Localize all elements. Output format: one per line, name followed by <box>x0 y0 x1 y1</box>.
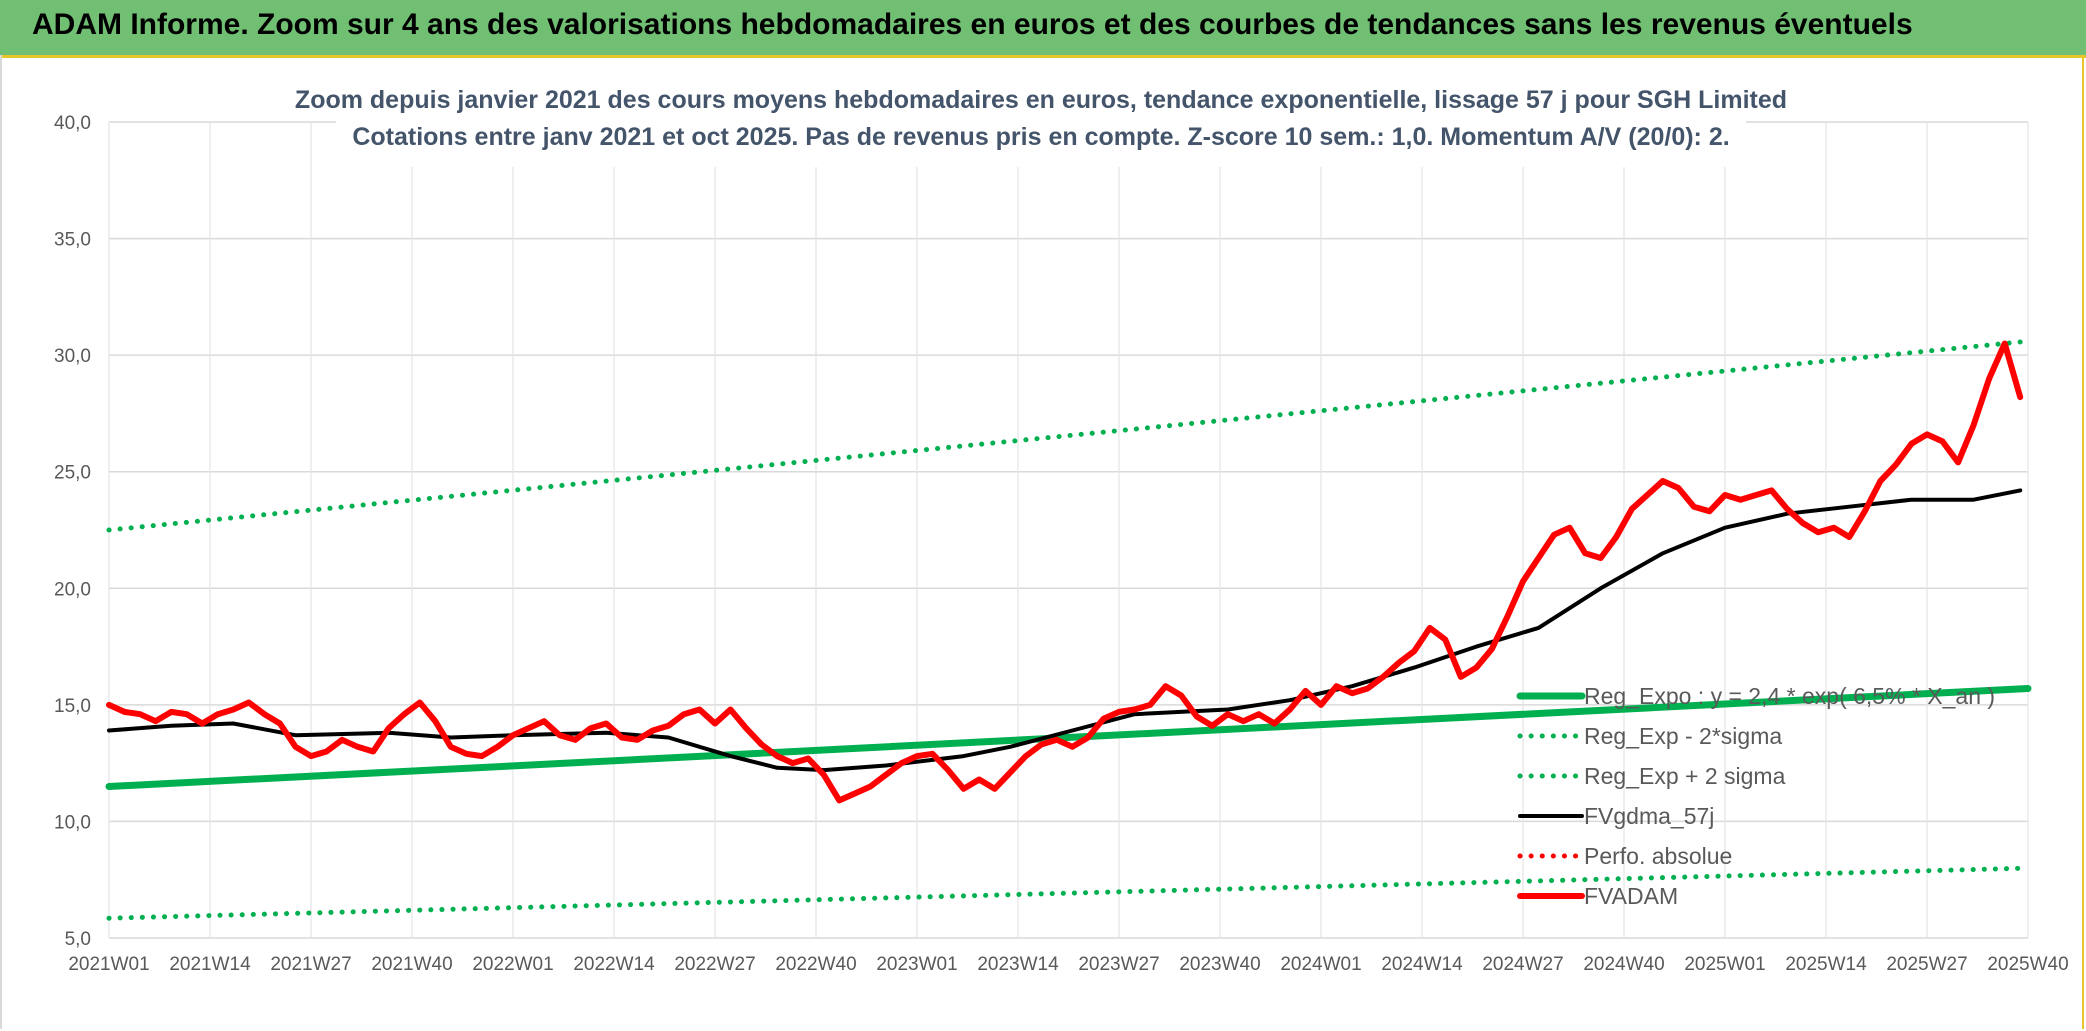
y-tick-label: 30,0 <box>54 346 91 367</box>
legend-label: Reg_Expo : y = 2,4 * exp( 6,5% * X_an ) <box>1584 683 1995 709</box>
x-tick-label: 2022W27 <box>674 954 755 975</box>
series-line-1 <box>106 865 2031 921</box>
x-tick-label: 2023W14 <box>977 954 1059 975</box>
legend-label: Reg_Exp - 2*sigma <box>1584 723 1782 749</box>
banner-title: ADAM Informe. Zoom sur 4 ans des valoris… <box>32 8 1913 41</box>
x-tick-label: 2025W40 <box>1987 954 2068 975</box>
y-axis: 5,0 10,0 15,0 20,0 25,0 30,0 35,0 40,0 <box>54 113 91 950</box>
legend: Reg_Expo : y = 2,4 * exp( 6,5% * X_an ) R… <box>1516 683 1995 909</box>
chart-area: 5,010,015,020,025,030,035,040,0 2021W01 2… <box>54 85 2069 975</box>
chart-title-background <box>336 85 1746 167</box>
y-tick-label: 35,0 <box>54 230 91 251</box>
x-tick-label: 2021W14 <box>169 954 251 975</box>
x-tick-label: 2021W27 <box>270 954 351 975</box>
y-tick-label: 40,0 <box>54 113 91 134</box>
x-tick-label: 2022W01 <box>472 954 553 975</box>
x-tick-label: 2021W01 <box>68 954 149 975</box>
x-tick-label: 2024W14 <box>1381 954 1463 975</box>
chart-title-line1: Zoom depuis janvier 2021 des cours moyen… <box>295 86 1787 114</box>
y-tick-label: 20,0 <box>54 579 91 600</box>
y-tick-label: 15,0 <box>54 696 91 717</box>
chart-title-line2: Cotations entre janv 2021 et oct 2025. P… <box>352 123 1729 151</box>
y-tick-label: 5,0 <box>65 929 91 950</box>
x-tick-label: 2025W27 <box>1886 954 1967 975</box>
x-tick-label: 2025W01 <box>1684 954 1765 975</box>
x-tick-label: 2025W14 <box>1785 954 1867 975</box>
x-tick-label: 2024W01 <box>1280 954 1361 975</box>
x-tick-label: 2022W40 <box>775 954 856 975</box>
series-line-5 <box>106 340 2024 804</box>
legend-label: Perfo. absolue <box>1584 843 1732 869</box>
series-line-3 <box>107 488 2023 773</box>
x-tick-label: 2022W14 <box>573 954 655 975</box>
x-axis: 2021W01 2021W14 2021W27 2021W40 2022W01 2022W… <box>68 954 2068 975</box>
x-tick-label: 2024W27 <box>1482 954 1563 975</box>
x-tick-label: 2024W40 <box>1583 954 1664 975</box>
series-line-2 <box>106 338 2031 533</box>
x-tick-label: 2023W01 <box>876 954 957 975</box>
title-banner: ADAM Informe. Zoom sur 4 ans des valoris… <box>0 0 2086 58</box>
x-tick-label: 2023W40 <box>1179 954 1260 975</box>
x-tick-label: 2023W27 <box>1078 954 1159 975</box>
y-tick-label: 25,0 <box>54 463 91 484</box>
legend-label: FVgdma_57j <box>1584 803 1714 829</box>
chart-frame: 5,0 10,0 15,0 20,0 25,0 30,0 35,0 40,0 2021W01 2… <box>0 55 2084 1029</box>
y-tick-label: 10,0 <box>54 812 91 833</box>
legend-label: Reg_Exp + 2 sigma <box>1584 763 1786 789</box>
series-line-0 <box>105 685 2032 790</box>
x-tick-label: 2021W40 <box>371 954 452 975</box>
legend-label: FVADAM <box>1584 883 1678 909</box>
series-lines <box>105 338 2032 921</box>
gridlines <box>108 121 2029 939</box>
